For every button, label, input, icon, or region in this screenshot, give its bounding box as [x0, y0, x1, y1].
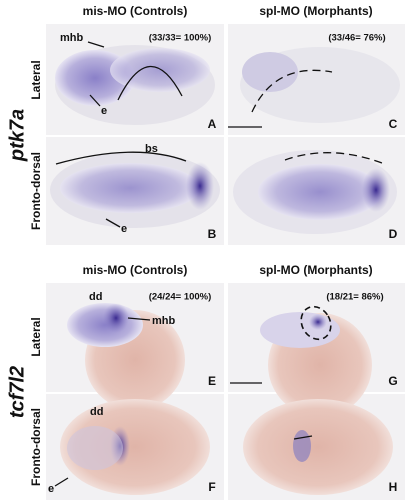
panel-letter: A	[208, 117, 217, 131]
count: (24/24= 100%)	[149, 292, 212, 303]
structure-label: dd	[90, 406, 103, 418]
column-header: spl-MO (Morphants)	[259, 4, 372, 18]
panel-letter: E	[208, 374, 216, 388]
embryo-c	[228, 47, 400, 128]
structure-label: e	[48, 483, 54, 495]
row-label: Fronto-dorsal	[29, 408, 43, 486]
gene-label: tcf7l2	[6, 366, 28, 418]
panel-letter: C	[389, 117, 398, 131]
panel-letter: D	[389, 227, 398, 241]
row-label: Lateral	[29, 317, 43, 356]
column-header: spl-MO (Morphants)	[259, 263, 372, 277]
count: (18/21= 86%)	[326, 292, 383, 303]
panel-letter: H	[389, 480, 398, 494]
count: (33/33= 100%)	[149, 33, 212, 44]
panel-letter: F	[208, 480, 215, 494]
structure-label: e	[121, 223, 127, 235]
embryo-b	[50, 151, 220, 228]
structure-label: e	[101, 105, 107, 117]
embryo-h	[243, 399, 393, 495]
count: (33/46= 76%)	[328, 33, 385, 44]
column-header: mis-MO (Controls)	[83, 263, 188, 277]
column-header: mis-MO (Controls)	[83, 4, 188, 18]
panel-letter: G	[388, 374, 397, 388]
structure-label: mhb	[152, 315, 176, 327]
embryo-d	[233, 150, 397, 234]
panel-letter: B	[208, 227, 217, 241]
embryo-f	[54, 399, 210, 495]
embryo-e	[67, 303, 185, 410]
row-label: Lateral	[29, 60, 43, 99]
structure-label: mhb	[60, 32, 84, 44]
structure-label: dd	[89, 291, 102, 303]
row-label: Fronto-dorsal	[29, 152, 43, 230]
embryo-a	[55, 41, 215, 125]
embryo-g	[230, 305, 372, 417]
gene-label: ptk7a	[6, 109, 28, 162]
structure-label: bs	[145, 143, 158, 155]
